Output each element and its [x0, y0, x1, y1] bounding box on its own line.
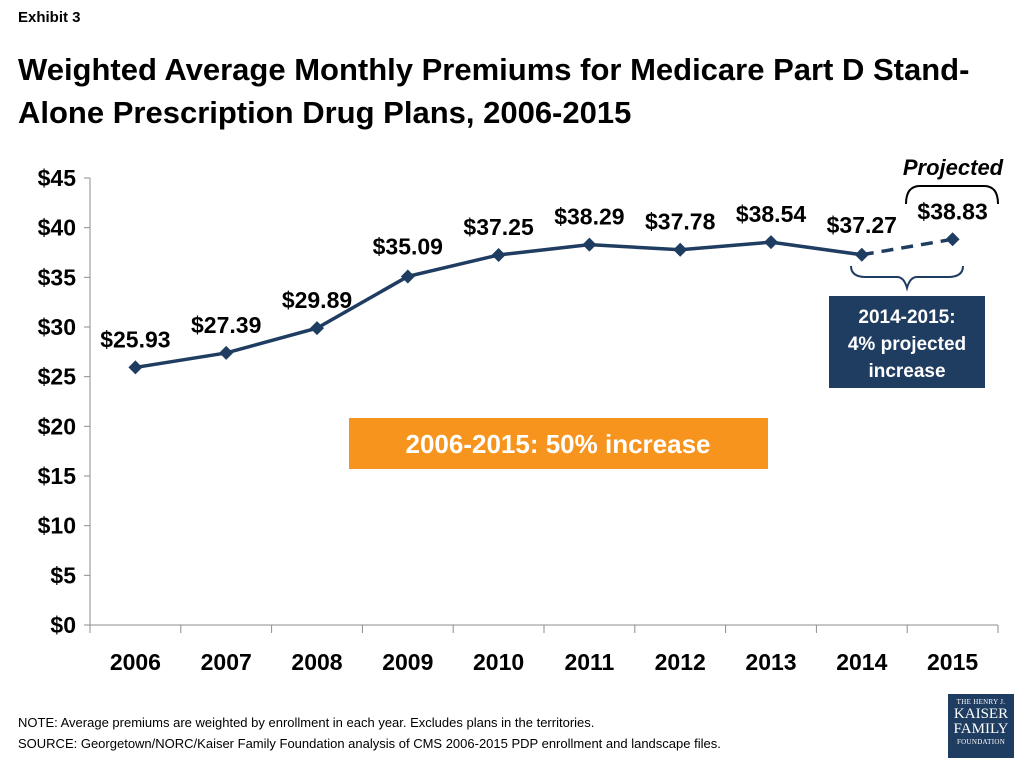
x-tick-label: 2007: [201, 649, 252, 675]
x-tick-label: 2014: [836, 649, 887, 675]
callout-line: 2014-2015:: [858, 307, 955, 328]
data-point: [945, 232, 960, 247]
data-label: $37.25: [463, 214, 534, 240]
data-label: $38.29: [554, 204, 624, 230]
logo-line-4: FOUNDATION: [956, 738, 1006, 746]
x-tick-label: 2015: [927, 649, 978, 675]
y-tick-label: $45: [38, 165, 77, 191]
data-label: $35.09: [373, 233, 443, 259]
footnotes: NOTE: Average premiums are weighted by e…: [18, 712, 721, 754]
callout-line: increase: [868, 361, 945, 382]
callout-box: [829, 296, 985, 388]
y-tick-label: $0: [50, 612, 76, 638]
data-point: [491, 247, 506, 262]
callout-line: 4% projected: [848, 334, 966, 355]
chart-title: Weighted Average Monthly Premiums for Me…: [18, 52, 970, 130]
increase-box: [349, 418, 768, 469]
data-label: $25.93: [100, 326, 170, 352]
y-tick-label: $30: [38, 314, 76, 340]
y-tick-label: $25: [38, 364, 77, 390]
x-tick-label: 2008: [291, 649, 342, 675]
projected-label: Projected: [903, 155, 1004, 180]
line-chart: $0 $5 $10 $15 $20 $25 $30 $35 $40 $45 2006 2007 2008…: [38, 155, 1004, 675]
y-tick-label: $10: [38, 513, 76, 539]
increase-box-label: 2006-2015: 50% increase: [405, 429, 710, 459]
y-tick-label: $15: [38, 463, 77, 489]
data-point: [128, 360, 143, 375]
data-point: [310, 321, 324, 336]
x-tick-label: 2012: [655, 649, 706, 675]
y-tick-label: $5: [50, 562, 76, 588]
data-point: [673, 242, 688, 257]
kff-logo: THE HENRY J. KAISER FAMILY FOUNDATION: [948, 694, 1014, 758]
data-label: $38.83: [917, 198, 987, 224]
x-tick-label: 2013: [745, 649, 796, 675]
logo-line-1: THE HENRY J.: [956, 698, 1006, 706]
projection-brace: [850, 265, 964, 292]
y-tick-label: $20: [38, 413, 76, 439]
x-tick-label: 2009: [382, 649, 433, 675]
data-point: [582, 237, 597, 252]
data-label: $27.39: [191, 312, 261, 338]
x-tick-label: 2006: [110, 649, 161, 675]
exhibit-label: Exhibit 3: [18, 9, 81, 26]
x-tick-label: 2010: [473, 649, 524, 675]
data-label: $37.27: [827, 212, 897, 238]
data-point: [400, 269, 415, 284]
data-point: [764, 235, 778, 250]
projected-line: [861, 237, 953, 257]
data-label: $37.78: [645, 209, 716, 235]
y-tick-label: $40: [38, 215, 76, 241]
data-label: $29.89: [282, 287, 352, 313]
logo-line-3: FAMILY: [953, 721, 1009, 737]
data-point: [854, 247, 869, 262]
data-point: [219, 345, 234, 360]
logo-line-2: KAISER: [953, 706, 1009, 722]
data-label: $38.54: [736, 201, 807, 227]
source-text: SOURCE: Georgetown/NORC/Kaiser Family Fo…: [18, 736, 721, 751]
projected-bracket: [905, 185, 999, 205]
note-text: NOTE: Average premiums are weighted by e…: [18, 715, 595, 730]
x-tick-label: 2011: [564, 649, 614, 675]
y-tick-label: $35: [38, 264, 77, 290]
